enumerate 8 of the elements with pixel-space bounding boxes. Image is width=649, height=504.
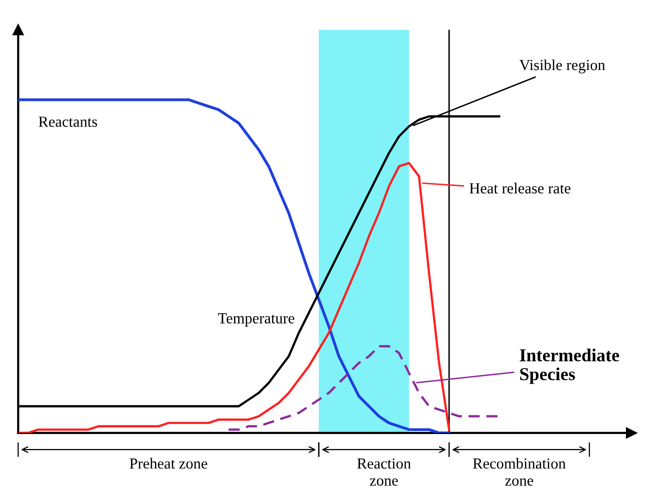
series-label: Temperature	[218, 313, 294, 327]
series-label: Reactants	[38, 116, 98, 127]
text: Reaction zone	[357, 458, 411, 486]
text: Recombination zone	[473, 458, 566, 486]
legend-label: Heat release rate	[470, 182, 570, 194]
text: Intermediate Species	[520, 348, 620, 384]
text: Visible region	[519, 59, 606, 74]
text: Preheat zone	[130, 458, 208, 469]
